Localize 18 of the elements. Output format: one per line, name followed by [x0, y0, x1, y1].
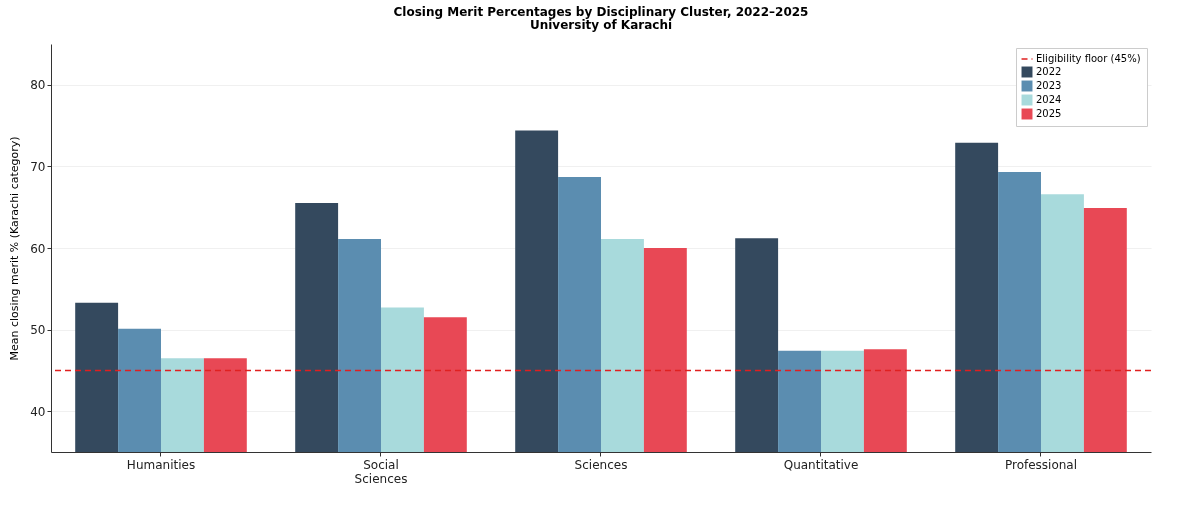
- y-tick-label: 70: [30, 159, 46, 174]
- legend-label: 2025: [1036, 108, 1062, 119]
- legend-label: 2022: [1036, 66, 1062, 77]
- y-tick-label: 80: [30, 78, 46, 93]
- legend-label: 2024: [1036, 94, 1062, 105]
- y-tick-label: 50: [30, 323, 46, 338]
- x-tick-label: Professional: [1004, 457, 1078, 472]
- x-tick-label: Humanities: [126, 457, 196, 472]
- x-tick-label: Quantitative: [783, 457, 859, 472]
- chart-title: Closing Merit Percentages by Disciplinary Cluster, 2022–2025: [393, 5, 809, 19]
- chart-subtitle: University of Karachi: [529, 18, 673, 32]
- y-axis-title: Mean closing merit % (Karachi category): [8, 136, 22, 361]
- y-tick-label: 40: [30, 404, 46, 419]
- legend-label: Eligibility floor (45%): [1036, 53, 1141, 64]
- x-tick-label: Sciences: [574, 457, 628, 472]
- x-tick-label: Social Sciences: [354, 457, 408, 486]
- legend-label: 2023: [1036, 80, 1062, 91]
- y-tick-label: 60: [30, 241, 46, 256]
